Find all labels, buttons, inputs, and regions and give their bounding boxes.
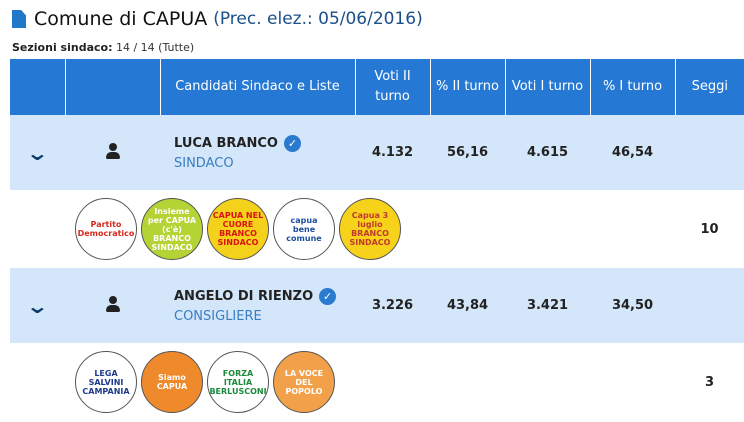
header-pct1: % I turno bbox=[589, 59, 675, 115]
table-header: Candidati Sindaco e Liste Voti II turno … bbox=[10, 59, 744, 115]
list-logo: LEGA SALVINI CAMPANIA bbox=[75, 351, 137, 413]
header-voti2: Voti II turno bbox=[354, 59, 430, 115]
header-icon bbox=[64, 59, 160, 115]
list-logos: Partito Democratico Insieme per CAPUA (c'… bbox=[75, 198, 401, 260]
results-table: Candidati Sindaco e Liste Voti II turno … bbox=[10, 59, 744, 421]
chevron-down-icon[interactable]: ⌄ bbox=[25, 140, 50, 165]
list-logo: Insieme per CAPUA (c'è) BRANCO SINDACO bbox=[141, 198, 203, 260]
list-logo: FORZA ITALIA BERLUSCONI bbox=[207, 351, 269, 413]
lists-row: LEGA SALVINI CAMPANIA Siamo CAPUA FORZA IT… bbox=[10, 343, 744, 421]
seggi-value: 3 bbox=[675, 343, 744, 421]
voti-i-turno: 3.421 bbox=[505, 268, 590, 343]
document-icon bbox=[12, 10, 26, 28]
sezioni-info: Sezioni sindaco: 14 / 14 (Tutte) bbox=[12, 41, 194, 54]
header-pct2: % II turno bbox=[429, 59, 505, 115]
candidate-row: ⌄ ANGELO DI RIENZO ✓ CONSIGLIERE 3.226 43… bbox=[10, 268, 744, 343]
candidate-role: CONSIGLIERE bbox=[174, 308, 262, 324]
seggi-value: 10 bbox=[675, 190, 744, 268]
candidate-role: SINDACO bbox=[174, 155, 234, 171]
person-icon bbox=[105, 142, 121, 159]
sezioni-label: Sezioni sindaco: bbox=[12, 41, 113, 54]
list-logo: CAPUA NEL CUORE BRANCO SINDACO bbox=[207, 198, 269, 260]
list-logo: Capua 3 luglio BRANCO SINDACO bbox=[339, 198, 401, 260]
list-logo: LA VOCE DEL POPOLO bbox=[273, 351, 335, 413]
comune-name: Comune di CAPUA bbox=[34, 8, 208, 30]
person-icon bbox=[105, 295, 121, 312]
header-voti1: Voti I turno bbox=[504, 59, 590, 115]
header-seggi: Seggi bbox=[674, 59, 744, 115]
pct-i-turno: 34,50 bbox=[590, 268, 675, 343]
previous-election: (Prec. elez.: 05/06/2016) bbox=[213, 9, 423, 29]
sezioni-note: (Tutte) bbox=[158, 41, 195, 54]
voti-i-turno: 4.615 bbox=[505, 115, 590, 190]
chevron-down-icon[interactable]: ⌄ bbox=[25, 293, 50, 318]
voti-ii-turno: 3.226 bbox=[355, 268, 430, 343]
candidate-name: LUCA BRANCO bbox=[174, 135, 278, 151]
pct-ii-turno: 43,84 bbox=[430, 268, 505, 343]
pct-i-turno: 46,54 bbox=[590, 115, 675, 190]
list-logo: capua bene comune bbox=[273, 198, 335, 260]
list-logos: LEGA SALVINI CAMPANIA Siamo CAPUA FORZA IT… bbox=[75, 351, 335, 413]
sezioni-value: 14 / 14 bbox=[115, 41, 155, 54]
check-icon: ✓ bbox=[319, 287, 337, 305]
check-icon: ✓ bbox=[283, 134, 301, 152]
list-logo: Siamo CAPUA bbox=[141, 351, 203, 413]
header-expand bbox=[10, 59, 65, 115]
candidate-name: ANGELO DI RIENZO bbox=[174, 288, 314, 304]
lists-row: Partito Democratico Insieme per CAPUA (c'… bbox=[10, 190, 744, 268]
pct-ii-turno: 56,16 bbox=[430, 115, 505, 190]
page-title: Comune di CAPUA (Prec. elez.: 05/06/2016… bbox=[12, 8, 423, 30]
candidate-row: ⌄ LUCA BRANCO ✓ SINDACO 4.132 56,16 4.615… bbox=[10, 115, 744, 190]
voti-ii-turno: 4.132 bbox=[355, 115, 430, 190]
header-candidates: Candidati Sindaco e Liste bbox=[159, 59, 355, 115]
list-logo: Partito Democratico bbox=[75, 198, 137, 260]
